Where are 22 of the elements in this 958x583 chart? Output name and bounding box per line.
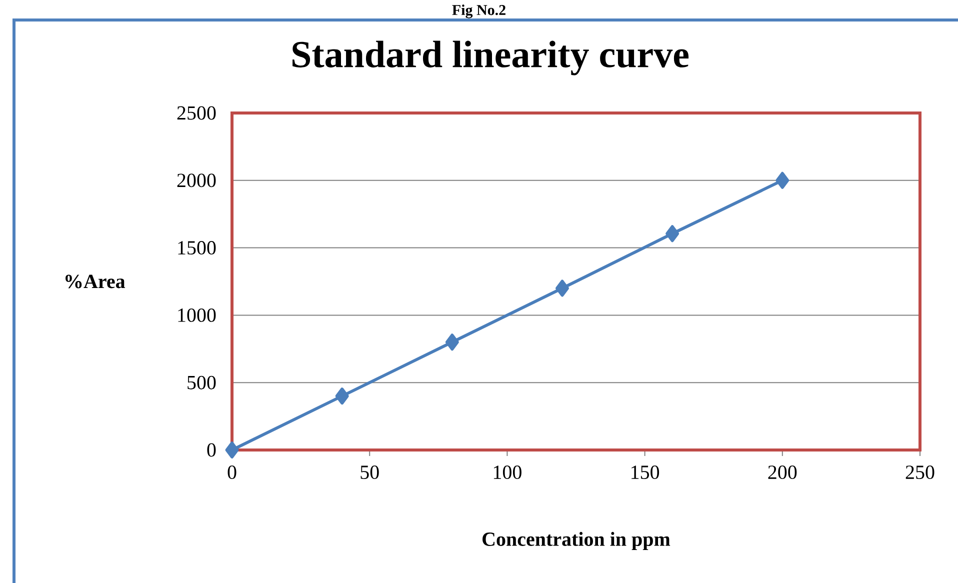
y-tick-label: 2000 [177,174,216,188]
x-axis-title: Concentration in ppm [482,532,670,550]
x-tick-label: 100 [494,466,522,480]
x-tick-label: 200 [768,466,797,480]
x-tick-label: 50 [360,466,379,480]
y-tick-label: 2500 [177,106,216,120]
y-tick-label: 0 [207,443,216,457]
y-axis-title: %Area [66,274,126,288]
point [666,225,680,242]
x-tick-label: 250 [906,466,934,480]
point [445,334,459,351]
x-tick-label: 150 [632,466,660,480]
y-tick-label: 1000 [178,308,216,322]
point [555,280,569,297]
y-tick-label: 1500 [178,241,216,255]
chart-title: Standard linearity curve [292,40,689,76]
point [776,172,790,189]
text: Fig No.2 [452,4,506,18]
x-tick-label: 0 [228,466,236,480]
y-tick-label: 500 [188,376,216,390]
point [335,388,349,405]
point [225,441,239,458]
